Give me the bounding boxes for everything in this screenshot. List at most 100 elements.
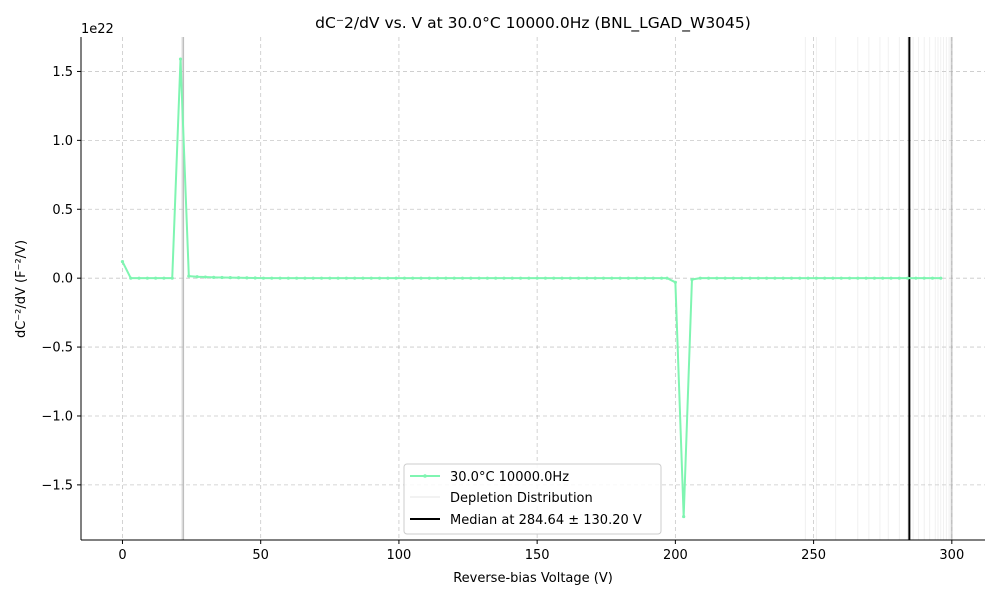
data-point	[823, 276, 827, 280]
data-point	[295, 276, 299, 280]
data-point	[419, 276, 423, 280]
series-line	[121, 58, 941, 518]
data-point	[643, 276, 647, 280]
chart-title: dC⁻2/dV vs. V at 30.0°C 10000.0Hz (BNL_L…	[315, 14, 751, 33]
x-ticks-layer: 0 50 100 150 200 250 300	[118, 540, 964, 563]
data-point	[278, 276, 282, 280]
data-point	[814, 276, 818, 280]
data-point	[427, 276, 431, 280]
x-tick-label: 100	[387, 548, 412, 563]
x-tick-label: 200	[663, 548, 688, 563]
data-point	[485, 276, 489, 280]
data-point	[253, 276, 257, 280]
data-point	[856, 276, 860, 280]
data-point	[673, 280, 677, 284]
data-point	[328, 276, 332, 280]
data-point	[781, 276, 785, 280]
data-point	[847, 276, 852, 280]
data-point	[394, 276, 398, 280]
data-point	[651, 276, 655, 280]
data-point	[939, 276, 943, 280]
data-point	[922, 276, 926, 280]
y-tick-label: 0.0	[52, 272, 73, 287]
y-tick-label: 1.5	[52, 65, 73, 80]
data-point	[635, 276, 639, 280]
data-point	[212, 275, 216, 279]
legend-depletion-label: Depletion Distribution	[450, 491, 593, 506]
data-point	[881, 276, 885, 280]
data-point	[319, 276, 324, 280]
data-point	[831, 276, 835, 280]
data-point	[552, 276, 556, 280]
data-point	[659, 276, 664, 280]
data-point	[510, 276, 514, 280]
data-point	[195, 275, 199, 279]
data-point	[618, 276, 622, 280]
data-point	[203, 275, 208, 279]
data-point	[386, 276, 390, 280]
data-point	[311, 276, 315, 280]
data-point	[765, 276, 769, 280]
data-point	[601, 276, 606, 280]
y-tick-label: −1.0	[41, 409, 73, 424]
data-point	[756, 276, 760, 280]
depletion-lines-layer	[181, 37, 953, 540]
x-tick-label: 300	[939, 548, 964, 563]
data-point	[731, 276, 736, 280]
data-point	[698, 276, 702, 280]
data-point	[344, 276, 348, 280]
data-point	[336, 276, 340, 280]
y-tick-label: −1.5	[41, 478, 73, 493]
data-point	[690, 277, 694, 282]
x-tick-label: 150	[525, 548, 550, 563]
data-point	[170, 276, 174, 280]
axes	[80, 37, 985, 541]
data-point	[261, 276, 266, 280]
data-point	[839, 276, 843, 280]
data-point	[706, 276, 711, 280]
data-point	[543, 276, 548, 280]
data-point	[220, 275, 224, 280]
data-point	[905, 276, 910, 280]
y-ticks-layer: −1.5 −1.0 −0.5 0.0 0.5 1.0 1.5	[41, 65, 81, 493]
data-point	[502, 276, 506, 280]
data-point	[518, 276, 523, 280]
data-point	[452, 276, 456, 280]
legend-box	[403, 463, 662, 535]
legend: 30.0°C 10000.0Hz Depletion Distribution …	[403, 463, 662, 535]
series-layer	[120, 57, 943, 519]
data-point	[864, 276, 868, 280]
data-point	[436, 276, 440, 280]
data-point	[236, 276, 241, 280]
data-point	[897, 276, 901, 280]
data-point	[469, 276, 473, 280]
data-point	[444, 276, 448, 280]
data-point	[137, 276, 141, 280]
data-point	[889, 276, 893, 280]
data-point	[535, 276, 539, 280]
y-axis-label: dC⁻²/dV (F⁻²/V)	[14, 240, 29, 338]
data-point	[789, 276, 794, 280]
data-point	[303, 276, 307, 280]
data-point	[369, 276, 373, 280]
data-point	[353, 276, 357, 280]
data-point	[245, 276, 249, 280]
data-point	[682, 514, 686, 519]
y-tick-label: 1.0	[52, 134, 73, 149]
data-point	[577, 276, 581, 280]
data-point	[914, 276, 918, 280]
data-point	[610, 276, 614, 280]
data-point	[568, 276, 572, 280]
data-point	[286, 276, 290, 280]
data-point	[626, 276, 630, 280]
data-point	[120, 260, 125, 264]
legend-series-marker	[423, 474, 427, 478]
x-axis-label: Reverse-bias Voltage (V)	[453, 571, 613, 586]
data-point	[228, 276, 232, 280]
x-tick-label: 50	[252, 548, 269, 563]
data-point	[560, 276, 564, 280]
data-point	[723, 276, 727, 280]
data-point	[798, 276, 802, 280]
data-point	[477, 276, 481, 280]
